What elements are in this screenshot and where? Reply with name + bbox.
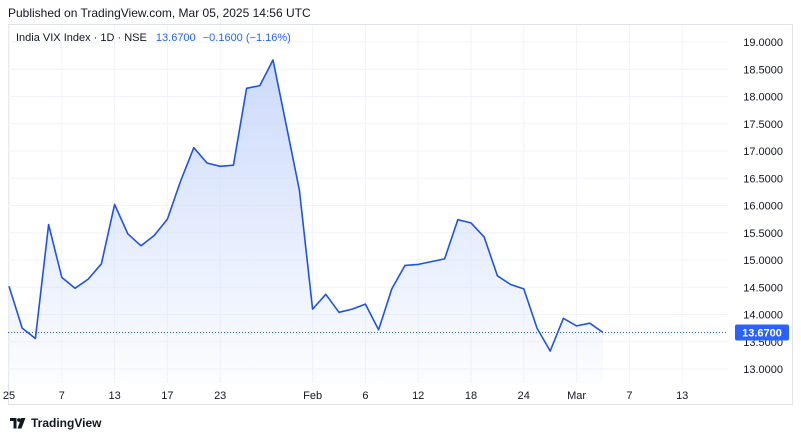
- x-tick-label: 25: [3, 390, 15, 402]
- data-point: [311, 308, 313, 310]
- data-point: [509, 283, 511, 285]
- data-point: [34, 337, 36, 339]
- data-point: [87, 278, 89, 280]
- y-tick-label: 18.0000: [743, 92, 783, 104]
- data-point: [8, 285, 10, 287]
- data-point: [100, 263, 102, 265]
- data-point: [47, 223, 49, 225]
- data-point: [364, 303, 366, 305]
- data-point: [245, 87, 247, 89]
- tradingview-logo-icon: [10, 417, 26, 428]
- data-point: [153, 234, 155, 236]
- series-line: [8, 59, 604, 352]
- data-point: [443, 258, 445, 260]
- y-tick-label: 15.0000: [743, 255, 783, 267]
- data-point: [219, 165, 221, 167]
- data-point: [21, 327, 23, 329]
- tradingview-brand: TradingView: [31, 416, 102, 430]
- data-point: [127, 233, 129, 235]
- y-tick-label: 19.0000: [743, 37, 783, 49]
- tradingview-logo[interactable]: TradingView: [10, 416, 101, 430]
- y-tick-label: 16.5000: [743, 173, 783, 185]
- data-point: [338, 311, 340, 313]
- data-point: [523, 288, 525, 290]
- data-point: [325, 293, 327, 295]
- data-point: [285, 124, 287, 126]
- legend-change: −0.1600 (−1.16%): [202, 32, 291, 44]
- legend-last-value: 13.6700: [155, 32, 196, 44]
- data-point: [470, 222, 472, 224]
- data-point: [496, 275, 498, 277]
- series-area: [9, 60, 603, 383]
- data-point: [391, 288, 393, 290]
- data-point: [417, 263, 419, 265]
- data-point: [193, 147, 195, 149]
- x-tick-label: 17: [161, 390, 173, 402]
- published-note: Published on TradingView.com, Mar 05, 20…: [8, 6, 311, 20]
- x-tick-label: 7: [59, 390, 65, 402]
- y-tick-label: 16.0000: [743, 201, 783, 213]
- data-point: [483, 236, 485, 238]
- x-tick-label: 24: [518, 390, 530, 402]
- y-tick-label: 13.0000: [743, 364, 783, 376]
- data-point: [113, 203, 115, 205]
- x-tick-label: 13: [108, 390, 120, 402]
- data-point: [377, 329, 379, 331]
- data-point: [589, 322, 591, 324]
- data-point: [206, 162, 208, 164]
- x-tick-label: 23: [214, 390, 226, 402]
- x-tick-label: 7: [626, 390, 632, 402]
- data-point: [430, 260, 432, 262]
- x-tick-label: 12: [412, 390, 424, 402]
- data-point: [232, 164, 234, 166]
- data-point: [74, 287, 76, 289]
- data-point: [562, 317, 564, 319]
- last-price-tag: 13.6700: [735, 324, 789, 341]
- x-tick-label: 13: [676, 390, 688, 402]
- x-tick-label: 6: [362, 390, 368, 402]
- data-point: [404, 264, 406, 266]
- data-point: [298, 189, 300, 191]
- x-tick-label: Feb: [303, 390, 322, 402]
- y-tick-label: 17.0000: [743, 146, 783, 158]
- data-point: [536, 327, 538, 329]
- y-tick-label: 15.5000: [743, 228, 783, 240]
- last-price-tag-text: 13.6700: [742, 327, 782, 339]
- y-tick-label: 14.0000: [743, 310, 783, 322]
- y-tick-label: 14.5000: [743, 282, 783, 294]
- data-point: [272, 59, 274, 61]
- data-point: [61, 276, 63, 278]
- data-point: [259, 84, 261, 86]
- data-point: [179, 180, 181, 182]
- legend-symbol: India VIX Index · 1D · NSE: [16, 32, 147, 44]
- data-point: [549, 350, 551, 352]
- x-tick-label: 18: [465, 390, 477, 402]
- y-tick-label: 18.5000: [743, 64, 783, 76]
- chart-legend: India VIX Index · 1D · NSE 13.6700 −0.16…: [16, 32, 291, 44]
- data-point: [602, 331, 604, 333]
- data-point: [140, 245, 142, 247]
- data-point: [351, 308, 353, 310]
- x-tick-label: Mar: [567, 390, 586, 402]
- data-point: [457, 218, 459, 220]
- y-tick-label: 17.5000: [743, 119, 783, 131]
- data-point: [575, 325, 577, 327]
- data-point: [166, 218, 168, 220]
